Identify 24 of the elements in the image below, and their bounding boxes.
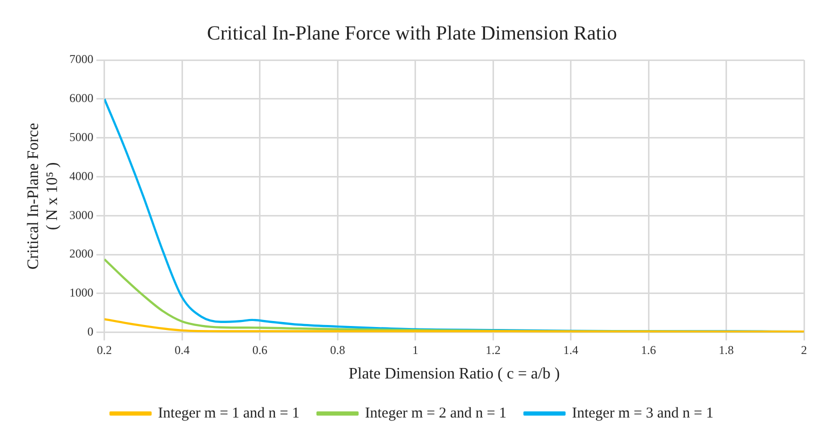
y-axis-title: Critical In-Plane Force ( N x 10⁵ ) <box>24 122 62 270</box>
y-tick-label: 1000 <box>69 286 94 300</box>
x-tick-label: 1.2 <box>486 342 501 357</box>
x-tick-label: 0.6 <box>252 342 268 357</box>
y-tick-label: 0 <box>87 324 94 339</box>
y-tick-label: 7000 <box>69 52 94 66</box>
legend-label: Integer m = 3 and n = 1 <box>572 405 714 422</box>
x-tick-label: 1.8 <box>718 342 734 357</box>
x-tick-label: 0.8 <box>330 342 346 357</box>
y-tick-label: 6000 <box>69 91 94 106</box>
x-tick-label: 0.2 <box>96 342 112 357</box>
x-tick-label: 2 <box>801 342 807 357</box>
y-tick-label: 4000 <box>69 168 94 183</box>
x-tick-label: 1.6 <box>641 342 656 357</box>
y-tick-label: 2000 <box>69 246 94 261</box>
legend-label: Integer m = 1 and n = 1 <box>158 405 300 422</box>
legend-label: Integer m = 2 and n = 1 <box>365 405 506 422</box>
y-tick-label: 5000 <box>69 130 94 144</box>
x-tick-label: 1.4 <box>563 342 578 357</box>
chart-title: Critical In-Plane Force with Plate Dimension Ratio <box>207 22 617 44</box>
x-tick-label: 1 <box>412 342 418 357</box>
x-axis-title: Plate Dimension Ratio ( c = a/b ) <box>348 366 560 383</box>
y-tick-label: 3000 <box>69 208 94 222</box>
x-tick-label: 0.4 <box>174 342 190 357</box>
